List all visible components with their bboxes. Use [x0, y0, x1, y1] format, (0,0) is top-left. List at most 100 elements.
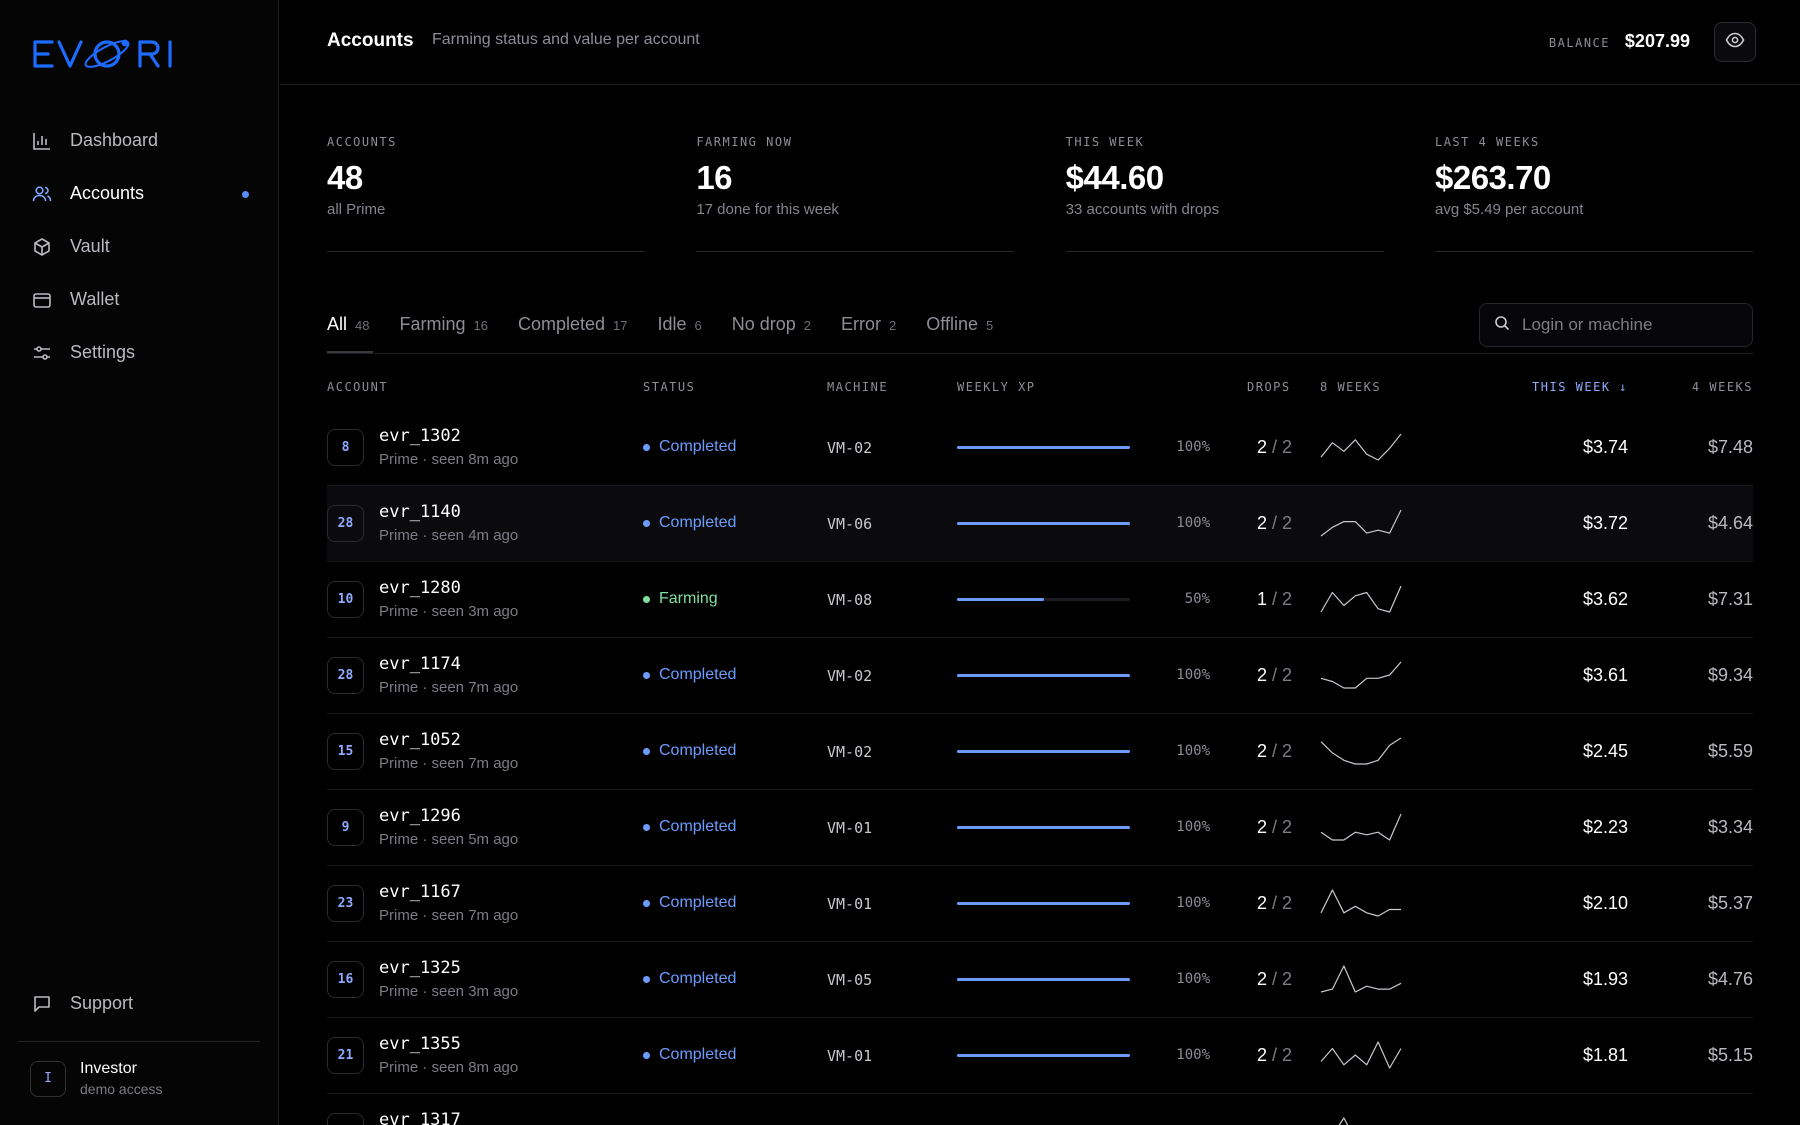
- toggle-visibility-button[interactable]: [1714, 22, 1756, 62]
- tab-farming[interactable]: Farming 16: [399, 300, 487, 353]
- tab-no-drop[interactable]: No drop 2: [732, 300, 811, 353]
- sidebar-item-wallet[interactable]: Wallet: [0, 273, 279, 326]
- status-text: Completed: [659, 514, 737, 531]
- weekly-xp-percent: 100%: [1176, 819, 1210, 835]
- machine-id: VM-01: [827, 1047, 873, 1065]
- evori-logo[interactable]: [32, 34, 202, 74]
- stat-label: LAST 4 WEEKS: [1434, 135, 1540, 149]
- account-login[interactable]: evr_1140: [379, 502, 461, 522]
- machine-id: VM-02: [827, 667, 873, 685]
- drops-total: / 2: [1271, 741, 1292, 761]
- account-login[interactable]: evr_1052: [379, 730, 461, 750]
- sidebar-item-dashboard[interactable]: Dashboard: [0, 114, 279, 167]
- user-name: Investor: [80, 1060, 137, 1077]
- eight-week-sparkline: [1320, 1041, 1402, 1069]
- sidebar-item-label: Accounts: [70, 183, 145, 203]
- sidebar-item-support[interactable]: Support: [0, 977, 279, 1030]
- stat-accounts: ACCOUNTS 48 all Prime: [327, 135, 645, 252]
- stat-farming-now: FARMING NOW 16 17 done for this week: [696, 135, 1015, 252]
- account-login[interactable]: evr_1174: [379, 654, 461, 674]
- status-badge: Completed: [643, 438, 736, 456]
- status-dot: [643, 595, 650, 603]
- drops-count: 1 / 2: [1227, 589, 1292, 610]
- tab-all[interactable]: All 48: [327, 300, 375, 353]
- status-dot: [643, 975, 650, 983]
- column-header-8-weeks[interactable]: 8 WEEKS: [1320, 380, 1382, 394]
- weekly-xp-percent: 100%: [1176, 1047, 1210, 1063]
- drops-total: / 2: [1271, 665, 1292, 685]
- account-login[interactable]: evr_1325: [379, 958, 461, 978]
- column-header-drops[interactable]: DROPS: [1247, 380, 1291, 394]
- table-row[interactable]: evr_1317: [327, 1094, 1753, 1125]
- sidebar-item-label: Wallet: [70, 289, 120, 309]
- this-week-value: $1.93: [1582, 969, 1628, 989]
- table-row[interactable]: 28 evr_1174 Prime · seen 7m ago Completed VM…: [327, 638, 1753, 714]
- table-row[interactable]: 21 evr_1355 Prime · seen 8m ago Completed VM…: [327, 1018, 1753, 1094]
- table-row[interactable]: 16 evr_1325 Prime · seen 3m ago Completed VM…: [327, 942, 1753, 1018]
- status-dot: [643, 823, 650, 831]
- four-weeks-value: $7.48: [1707, 437, 1753, 457]
- search-box[interactable]: [1479, 303, 1753, 347]
- status-dot: [643, 747, 650, 755]
- tab-idle[interactable]: Idle 6: [657, 300, 701, 353]
- status-badge: Completed: [643, 970, 736, 988]
- sparkline-path: [1320, 509, 1402, 537]
- sidebar-item-vault[interactable]: Vault: [0, 220, 279, 273]
- stat-value: 16: [696, 159, 733, 196]
- tab-offline[interactable]: Offline 5: [926, 300, 993, 353]
- weekly-xp-percent: 100%: [1176, 743, 1210, 759]
- weekly-xp-fill: [957, 598, 1044, 601]
- tab-completed[interactable]: Completed 17: [518, 300, 628, 353]
- wallet-icon: [32, 290, 52, 310]
- search-input[interactable]: [1522, 315, 1732, 335]
- table-row[interactable]: 10 evr_1280 Prime · seen 3m ago Farming VM-0…: [327, 562, 1753, 638]
- stat-sub: 17 done for this week: [696, 201, 839, 218]
- drops-value: 2: [1256, 437, 1267, 457]
- weekly-xp-bar: [957, 978, 1130, 981]
- tab-label: No drop: [731, 314, 796, 334]
- weekly-xp-bar: [957, 522, 1130, 525]
- weekly-xp-bar: [957, 750, 1130, 753]
- eight-week-sparkline: [1320, 889, 1401, 917]
- account-login[interactable]: evr_1167: [379, 882, 461, 902]
- tab-error[interactable]: Error 2: [841, 300, 896, 353]
- column-header-this-week[interactable]: THIS WEEK ↓: [1532, 380, 1628, 394]
- stat-last-4-weeks: LAST 4 WEEKS $263.70 avg $5.49 per accou…: [1434, 135, 1753, 252]
- active-indicator-dot: [242, 191, 249, 198]
- sidebar-item-label: Settings: [70, 342, 136, 362]
- eight-week-sparkline: [1338, 1117, 1349, 1125]
- weekly-xp-fill: [957, 674, 1130, 677]
- weekly-xp-percent: 100%: [1176, 895, 1210, 911]
- drops-value: 1: [1256, 589, 1267, 609]
- table-row[interactable]: 15 evr_1052 Prime · seen 7m ago Completed VM…: [327, 714, 1753, 790]
- account-login[interactable]: evr_1355: [379, 1034, 461, 1054]
- sidebar-item-settings[interactable]: Settings: [0, 326, 279, 379]
- stat-value: 48: [327, 159, 363, 196]
- account-login[interactable]: evr_1302: [379, 426, 461, 446]
- drops-value: 2: [1256, 1045, 1267, 1065]
- balance-label: BALANCE: [1548, 36, 1610, 50]
- account-login[interactable]: evr_1317: [379, 1110, 461, 1125]
- sparkline-path: [1338, 1117, 1349, 1125]
- status-text: Completed: [659, 970, 737, 987]
- account-login[interactable]: evr_1280: [379, 578, 461, 598]
- column-header-account[interactable]: ACCOUNT: [327, 380, 389, 394]
- weekly-xp-percent: 100%: [1176, 515, 1210, 531]
- status-text: Farming: [659, 590, 718, 607]
- account-meta: Prime · seen 7m ago: [379, 679, 519, 696]
- column-header-4-weeks[interactable]: 4 WEEKS: [1691, 380, 1753, 394]
- user-profile[interactable]: I Investor demo access: [30, 1060, 162, 1097]
- column-header-weekly-xp[interactable]: WEEKLY XP: [957, 380, 1036, 394]
- table-row[interactable]: 9 evr_1296 Prime · seen 5m ago Completed VM-…: [327, 790, 1753, 866]
- table-header: ACCOUNT STATUS MACHINE WEEKLY XP DROPS 8…: [327, 380, 1753, 400]
- status-text: Completed: [659, 1046, 737, 1063]
- column-header-machine[interactable]: MACHINE: [827, 380, 889, 394]
- drops-value: 2: [1256, 665, 1267, 685]
- table-row[interactable]: 28 evr_1140 Prime · seen 4m ago Completed VM…: [327, 486, 1753, 562]
- column-header-status[interactable]: STATUS: [643, 380, 696, 394]
- account-level-badge: 23: [327, 885, 364, 922]
- table-row[interactable]: 23 evr_1167 Prime · seen 7m ago Completed VM…: [327, 866, 1753, 942]
- account-login[interactable]: evr_1296: [379, 806, 461, 826]
- sidebar-item-accounts[interactable]: Accounts: [0, 167, 279, 220]
- table-row[interactable]: 8 evr_1302 Prime · seen 8m ago Completed VM-…: [327, 410, 1753, 486]
